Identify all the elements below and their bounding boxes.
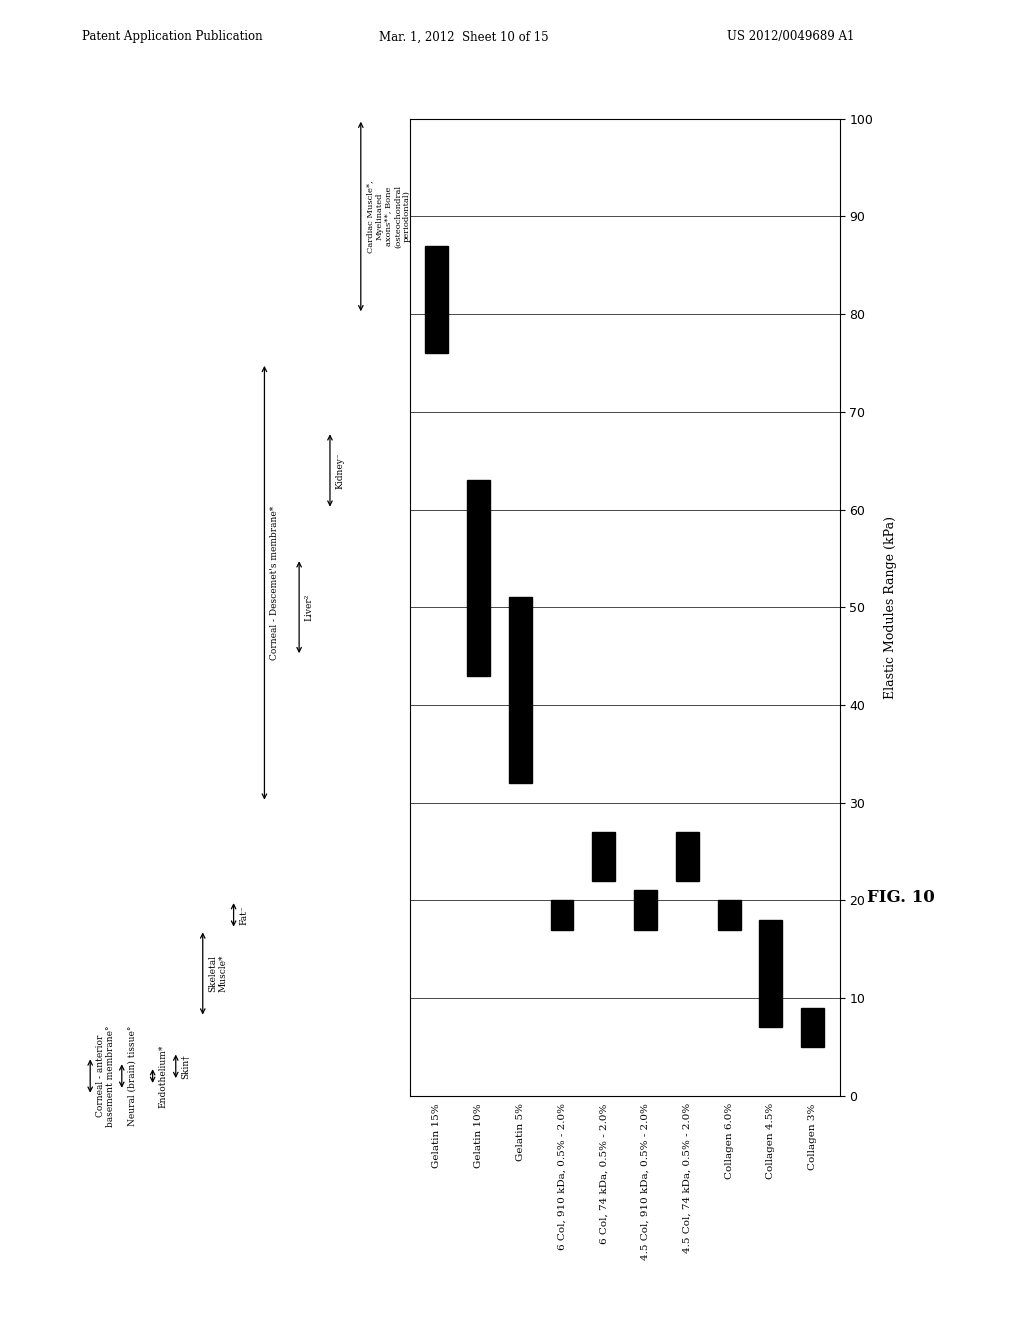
Bar	[592, 832, 615, 880]
Text: Kidney⁻: Kidney⁻	[336, 453, 344, 488]
Text: US 2012/0049689 A1: US 2012/0049689 A1	[727, 30, 854, 44]
Bar	[634, 891, 657, 929]
Text: Corneal - Descemet's membrane*: Corneal - Descemet's membrane*	[270, 506, 279, 660]
Text: Patent Application Publication: Patent Application Publication	[82, 30, 262, 44]
Text: Mar. 1, 2012  Sheet 10 of 15: Mar. 1, 2012 Sheet 10 of 15	[379, 30, 549, 44]
Text: Fat⁻: Fat⁻	[239, 906, 248, 925]
Y-axis label: Elastic Modules Range (kPa): Elastic Modules Range (kPa)	[885, 516, 897, 698]
Text: Neural (brain) tissue°: Neural (brain) tissue°	[127, 1026, 136, 1126]
Text: Endothelium*: Endothelium*	[158, 1044, 167, 1107]
Bar	[425, 246, 449, 354]
Bar	[760, 920, 782, 1027]
Text: Corneal - anterior
basement membrane°: Corneal - anterior basement membrane°	[95, 1026, 115, 1127]
Text: Skeletal
Muscle*: Skeletal Muscle*	[208, 954, 227, 993]
Bar	[801, 1007, 824, 1047]
Bar	[676, 832, 698, 880]
Text: Skin†: Skin†	[181, 1053, 190, 1078]
Bar	[551, 900, 573, 929]
Text: Liver²: Liver²	[304, 594, 313, 620]
Bar	[509, 598, 531, 783]
Bar	[718, 900, 740, 929]
Text: Cardiac Muscle*,
Myelinated
axons**, Bone
(osteochondral
periodontal): Cardiac Muscle*, Myelinated axons**, Bon…	[367, 180, 411, 253]
Text: FIG. 10: FIG. 10	[867, 890, 935, 906]
Bar	[467, 480, 489, 676]
